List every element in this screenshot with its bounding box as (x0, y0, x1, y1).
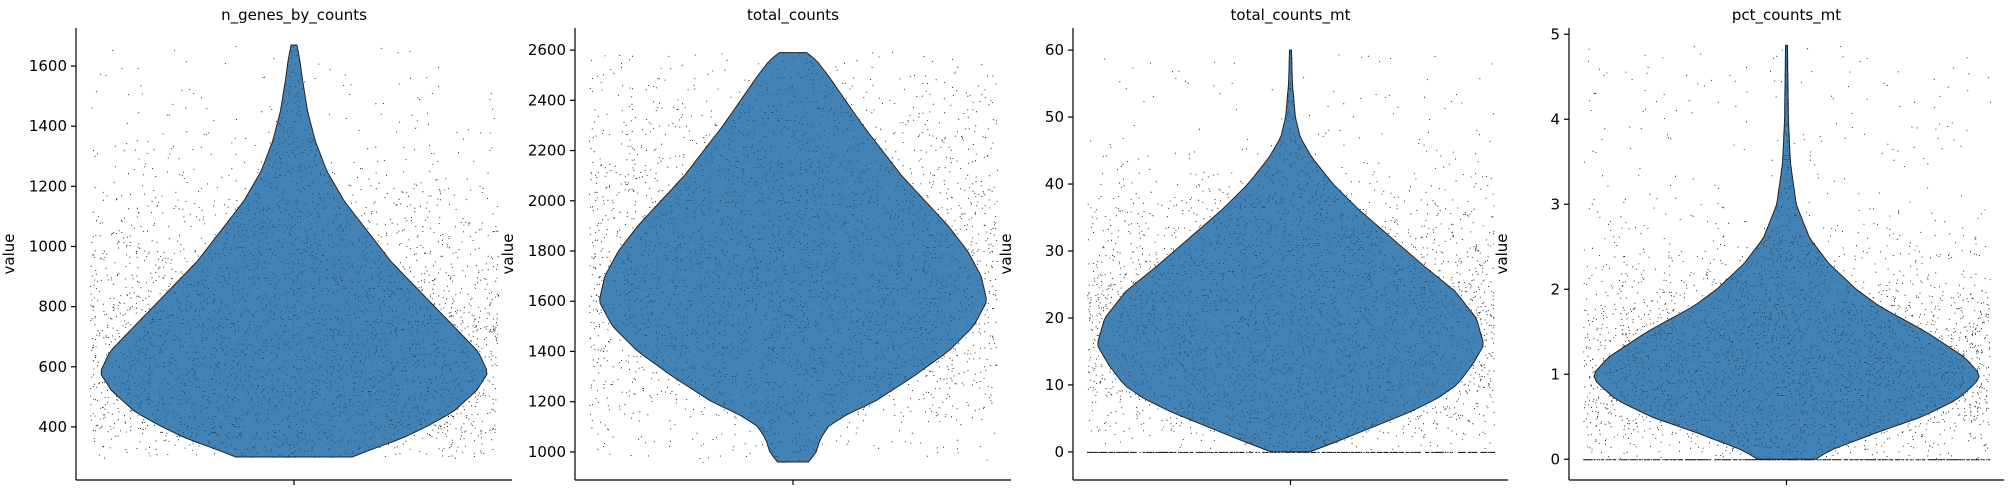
y-tick-label: 800 (38, 298, 67, 316)
y-tick-label: 2000 (528, 192, 566, 210)
violin-panel-n-genes-by-counts: n_genes_by_counts value 400 600 800 1000 120… (0, 6, 512, 485)
y-tick-label: 1000 (29, 237, 67, 255)
y-axis-label: value (1493, 234, 1511, 275)
y-tick-label: 1400 (29, 117, 67, 135)
violin-body (100, 44, 488, 458)
y-axis: 0 10 20 30 40 50 60 (1045, 28, 1074, 480)
y-tick-label: 5 (1550, 25, 1560, 43)
violin-body (599, 52, 987, 463)
y-tick-label: 40 (1045, 175, 1064, 193)
y-tick-label: 1000 (528, 443, 566, 461)
y-tick-label: 1600 (29, 57, 67, 75)
violin-panel-pct-counts-mt: pct_counts_mt value 0 1 2 3 4 5 (1493, 6, 2004, 485)
y-axis: 0 1 2 3 4 5 (1550, 25, 1570, 480)
y-tick-label: 30 (1045, 242, 1064, 260)
y-axis: 1000 1200 1400 1600 1800 2000 2200 2400 2600 (528, 28, 576, 480)
y-axis-label: value (0, 234, 18, 275)
x-axis (1569, 479, 2004, 485)
y-tick-label: 1600 (528, 292, 566, 310)
x-axis (1073, 479, 1508, 485)
y-tick-label: 1800 (528, 242, 566, 260)
violin-body (1097, 49, 1484, 453)
y-axis-label: value (499, 234, 517, 275)
panel-title: pct_counts_mt (1732, 6, 1841, 25)
y-axis: 400 600 800 1000 1200 1400 1600 (29, 28, 77, 480)
violin-panel-total-counts-mt: total_counts_mt value 0 10 20 30 40 50 60 (997, 6, 1508, 485)
y-tick-label: 0 (1054, 443, 1064, 461)
violin-body (1593, 44, 1980, 460)
y-tick-label: 4 (1550, 110, 1560, 128)
violin-inner-points (1108, 50, 1473, 453)
y-tick-label: 60 (1045, 41, 1064, 59)
y-tick-label: 1200 (29, 177, 67, 195)
panel-title: total_counts (747, 6, 839, 25)
y-tick-label: 2 (1550, 280, 1560, 298)
y-tick-label: 1 (1550, 365, 1560, 383)
panel-title: n_genes_by_counts (221, 6, 367, 25)
y-axis-label: value (997, 234, 1015, 275)
y-tick-label: 50 (1045, 108, 1064, 126)
violin-panel-total-counts: total_counts value 1000 1200 1400 1600 1800 2… (499, 6, 1011, 485)
y-tick-label: 1400 (528, 342, 566, 360)
y-tick-label: 2600 (528, 41, 566, 59)
y-tick-label: 10 (1045, 376, 1064, 394)
y-tick-label: 2400 (528, 91, 566, 109)
panel-title: total_counts_mt (1231, 6, 1351, 25)
y-tick-label: 2200 (528, 142, 566, 160)
y-tick-label: 3 (1550, 195, 1560, 213)
y-tick-label: 0 (1550, 450, 1560, 468)
y-tick-label: 1200 (528, 393, 566, 411)
y-tick-label: 20 (1045, 309, 1064, 327)
y-tick-label: 600 (38, 358, 67, 376)
x-axis (575, 479, 1011, 485)
x-axis (76, 479, 512, 485)
y-tick-label: 400 (38, 418, 67, 436)
